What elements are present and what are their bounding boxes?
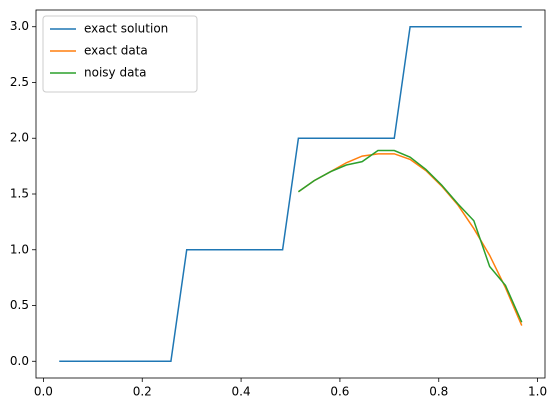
x-tick-label: 0.8 [429,385,448,399]
x-tick-label: 1.0 [528,385,547,399]
line-series [297,149,523,323]
y-tick-label: 3.0 [10,19,29,33]
legend-label: exact data [84,44,148,58]
y-tick-label: 2.0 [10,131,29,145]
x-tick-label: 0.6 [330,385,349,399]
legend-box [42,15,198,93]
y-tick-label: 0.0 [10,354,29,368]
legend-label: noisy data [84,66,146,80]
axes-frame [35,9,546,379]
y-tick-label: 1.5 [10,187,29,201]
legend: exact solution exact data noisy data [42,15,198,93]
legend-label: exact solution [84,22,168,36]
y-tick-label: 0.5 [10,298,29,312]
y-tick-label: 1.0 [10,242,29,256]
x-tick-label: 0.2 [133,385,152,399]
line-series [59,25,522,363]
y-tick-label: 2.5 [10,75,29,89]
line-series [297,153,523,326]
x-tick-label: 0.0 [34,385,53,399]
x-tick-label: 0.4 [232,385,251,399]
